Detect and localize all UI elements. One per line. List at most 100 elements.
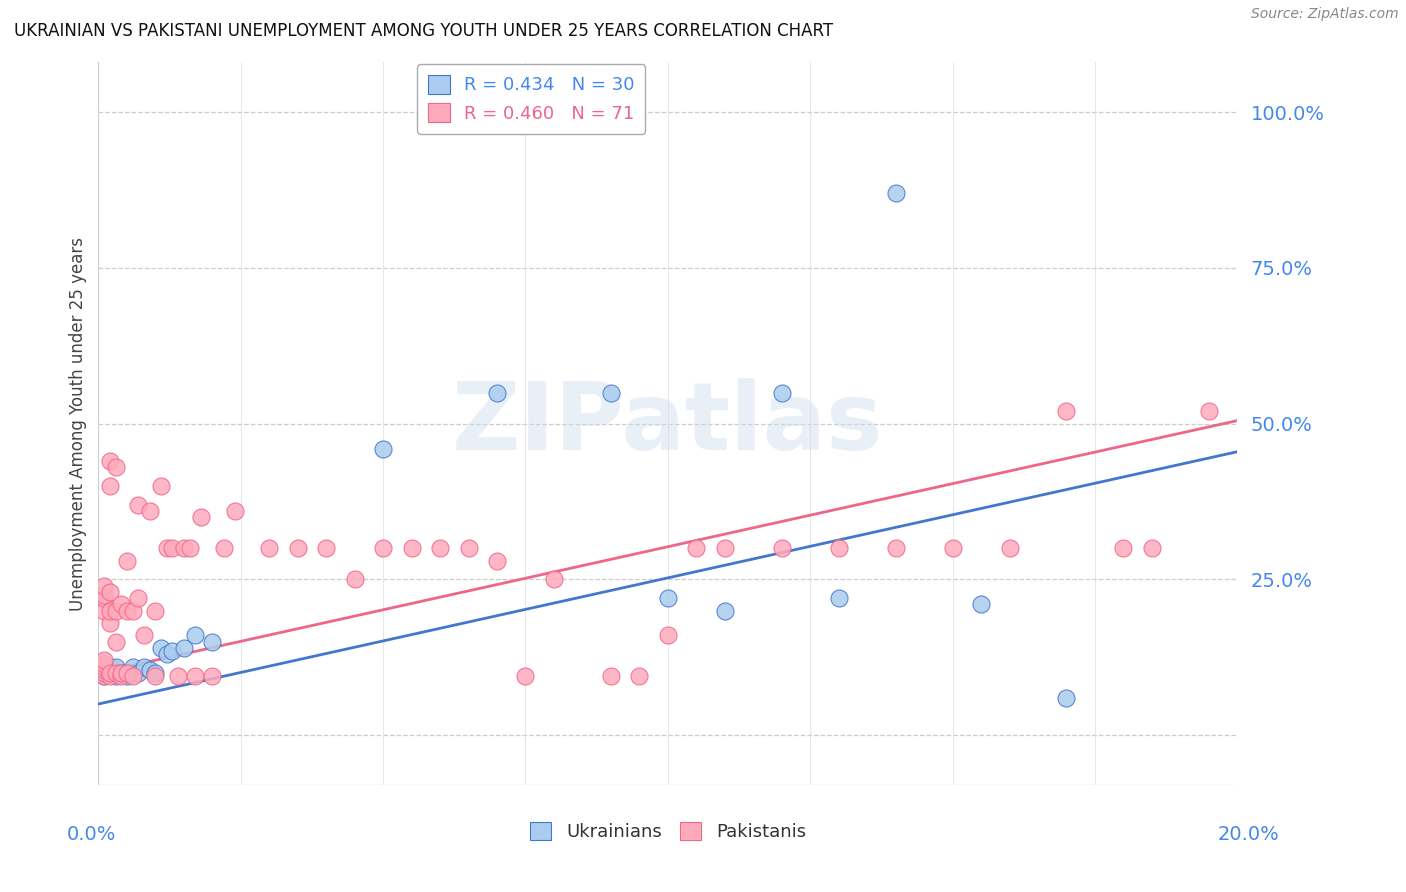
Point [110,665,132,680]
Text: ZIPatlas: ZIPatlas [453,377,883,470]
Point [93,659,115,673]
Point [1198,404,1220,418]
Point [98,454,121,468]
Point [212,541,235,556]
Point [657,591,679,606]
Point [401,541,423,556]
Point [179,541,201,556]
Point [93,663,115,677]
Point [156,541,179,556]
Point [145,665,167,680]
Point [115,669,138,683]
Point [93,663,115,677]
Point [121,659,143,673]
Point [104,659,127,673]
Point [104,665,127,680]
Point [93,669,115,683]
Point [162,644,184,658]
Point [224,504,246,518]
Point [115,665,138,680]
Point [98,615,121,630]
Point [110,598,132,612]
Point [115,603,138,617]
Point [486,554,509,568]
Point [1140,541,1163,556]
Point [98,603,121,617]
Point [373,442,395,456]
Point [259,541,281,556]
Point [145,603,167,617]
Point [93,665,115,680]
Point [127,591,149,606]
Point [1112,541,1135,556]
Point [184,669,207,683]
Legend: Ukrainians, Pakistanis: Ukrainians, Pakistanis [523,814,813,848]
Point [998,541,1021,556]
Point [457,541,479,556]
Point [714,541,737,556]
Point [600,385,623,400]
Point [942,541,965,556]
Point [132,628,155,642]
Text: Source: ZipAtlas.com: Source: ZipAtlas.com [1251,7,1399,21]
Text: 20.0%: 20.0% [1218,825,1279,844]
Point [93,579,115,593]
Point [127,665,149,680]
Point [93,653,115,667]
Point [98,659,121,673]
Point [98,479,121,493]
Point [98,669,121,683]
Point [373,541,395,556]
Point [287,541,309,556]
Point [685,541,707,556]
Point [184,628,207,642]
Point [657,628,679,642]
Point [600,669,623,683]
Point [970,598,993,612]
Point [104,603,127,617]
Point [1056,690,1078,705]
Point [132,659,155,673]
Text: 0.0%: 0.0% [66,825,117,844]
Point [201,634,224,648]
Point [127,498,149,512]
Point [104,669,127,683]
Point [343,573,366,587]
Point [93,588,115,602]
Point [110,669,132,683]
Point [770,541,793,556]
Point [770,385,793,400]
Point [628,669,651,683]
Point [714,603,737,617]
Point [121,669,143,683]
Point [828,591,851,606]
Point [115,554,138,568]
Point [145,669,167,683]
Point [93,591,115,606]
Point [121,603,143,617]
Point [884,541,907,556]
Point [98,585,121,599]
Point [104,460,127,475]
Point [93,657,115,671]
Point [104,634,127,648]
Point [93,669,115,683]
Y-axis label: Unemployment Among Youth under 25 years: Unemployment Among Youth under 25 years [69,236,87,611]
Point [156,647,179,661]
Point [150,479,173,493]
Point [190,510,212,524]
Point [315,541,337,556]
Point [138,663,160,677]
Point [93,603,115,617]
Point [515,669,537,683]
Point [162,541,184,556]
Point [98,665,121,680]
Point [486,385,509,400]
Point [1056,404,1078,418]
Point [173,640,195,655]
Point [98,665,121,680]
Point [150,640,173,655]
Point [201,669,224,683]
Point [110,665,132,680]
Point [173,541,195,556]
